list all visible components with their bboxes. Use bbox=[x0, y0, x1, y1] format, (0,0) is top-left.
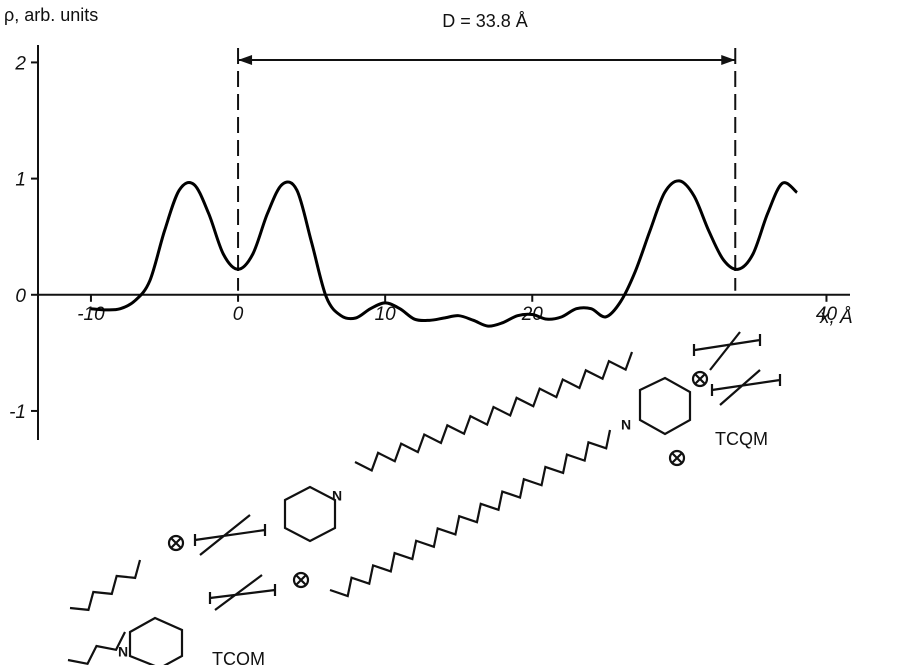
chain bbox=[329, 429, 612, 598]
y-tick-label: 0 bbox=[15, 286, 26, 307]
chain bbox=[69, 559, 142, 612]
molecule-label: TCQM bbox=[715, 429, 768, 449]
ring bbox=[283, 485, 337, 543]
x-tick-label: 10 bbox=[375, 304, 397, 325]
cross-mark bbox=[292, 571, 310, 589]
x-tick-label: 40 bbox=[816, 304, 838, 325]
atom-label: N bbox=[332, 488, 342, 504]
acceptor bbox=[193, 514, 267, 556]
acceptor bbox=[208, 574, 277, 611]
acceptor bbox=[692, 331, 762, 371]
acceptor bbox=[710, 369, 782, 406]
y-axis-label: ρ, arb. units bbox=[4, 5, 98, 25]
x-axis-label: x, Å bbox=[819, 307, 853, 328]
x-tick-label: -10 bbox=[77, 304, 105, 325]
atom-label: N bbox=[118, 644, 128, 660]
cross-mark bbox=[691, 370, 709, 388]
molecule-schematic bbox=[128, 331, 782, 665]
ring bbox=[128, 616, 184, 665]
y-tick-label: -1 bbox=[9, 402, 26, 423]
molecule-label: TCQM bbox=[212, 649, 265, 665]
y-tick-label: 2 bbox=[14, 53, 26, 74]
cross-mark bbox=[167, 534, 185, 552]
ring bbox=[638, 376, 692, 436]
atom-label: N bbox=[621, 417, 631, 433]
y-tick-label: 1 bbox=[15, 170, 26, 191]
density-curve bbox=[90, 179, 799, 328]
chain bbox=[354, 351, 634, 472]
dimension-label: D = 33.8 Å bbox=[442, 11, 528, 31]
x-tick-label: 0 bbox=[233, 304, 244, 325]
alkyl-chains bbox=[67, 351, 634, 665]
chain bbox=[67, 631, 126, 665]
cross-mark bbox=[668, 449, 686, 467]
